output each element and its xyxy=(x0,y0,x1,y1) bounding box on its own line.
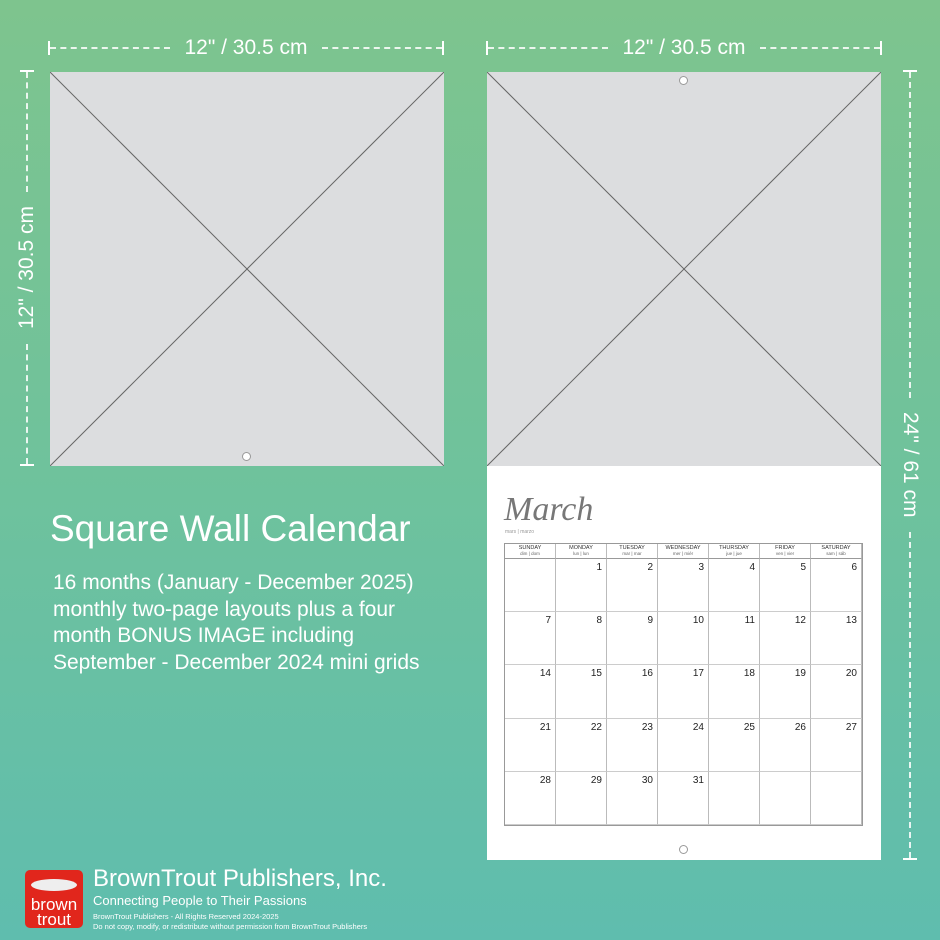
day-name: TUESDAY xyxy=(619,545,645,551)
rights-text: BrownTrout Publishers - All Rights Reser… xyxy=(93,912,279,921)
day-header: SUNDAY dim | dom xyxy=(505,544,556,559)
month-grid: SUNDAY dim | dom MONDAY lun | lun TUESDAY mar… xyxy=(504,543,863,826)
day-cell: 28 xyxy=(505,771,556,825)
day-cell: 6 xyxy=(811,559,862,613)
day-name-translation: jue | jue xyxy=(726,551,742,556)
day-header: SATURDAY sam | sáb xyxy=(811,544,862,559)
product-description: 16 months (January - December 2025) mont… xyxy=(53,570,420,676)
day-name-translation: dim | dom xyxy=(520,551,540,556)
day-name: SATURDAY xyxy=(821,545,851,551)
day-name: THURSDAY xyxy=(719,545,749,551)
width-dimension-left: 12" / 30.5 cm xyxy=(48,36,444,59)
month-subtitle: mars | marzo xyxy=(505,529,535,535)
day-cell: 31 xyxy=(658,771,709,825)
description-line: monthly two-page layouts plus a four xyxy=(53,597,396,621)
cover-image-placeholder xyxy=(50,72,444,466)
width-dimension-right: 12" / 30.5 cm xyxy=(486,36,882,59)
day-cell: 2 xyxy=(607,559,658,613)
description-line: September - December 2024 mini grids xyxy=(53,650,420,674)
day-cell: 3 xyxy=(658,559,709,613)
day-cell: 26 xyxy=(760,718,811,772)
day-header: WEDNESDAY mer | miér xyxy=(658,544,709,559)
trout-icon xyxy=(31,879,77,891)
month-title: March xyxy=(504,491,594,528)
day-cell: 8 xyxy=(556,612,607,666)
day-name-translation: sam | sáb xyxy=(826,551,846,556)
day-cell: 17 xyxy=(658,665,709,719)
day-cell: 4 xyxy=(709,559,760,613)
day-name: FRIDAY xyxy=(775,545,795,551)
day-cell: 9 xyxy=(607,612,658,666)
day-name: SUNDAY xyxy=(518,545,542,551)
day-cell: 24 xyxy=(658,718,709,772)
logo-text: brown xyxy=(30,895,78,914)
hanging-hole xyxy=(242,452,251,461)
day-cell: 10 xyxy=(658,612,709,666)
day-name-translation: mer | miér xyxy=(672,551,694,556)
height-dimension-left: 12" / 30.5 cm xyxy=(15,70,38,466)
description-line: month BONUS IMAGE including xyxy=(53,624,355,647)
day-cell: 20 xyxy=(811,665,862,719)
day-cell: 14 xyxy=(505,665,556,719)
hanging-hole xyxy=(679,845,688,854)
day-cell: 22 xyxy=(556,718,607,772)
day-cell: 21 xyxy=(505,718,556,772)
browntrout-logo: brown trout xyxy=(25,870,83,928)
day-cell xyxy=(709,771,760,825)
day-cell: 29 xyxy=(556,771,607,825)
day-cell: 19 xyxy=(760,665,811,719)
day-cell: 13 xyxy=(811,612,862,666)
day-name: MONDAY xyxy=(569,545,593,551)
day-header: FRIDAY ven | vier xyxy=(760,544,811,559)
day-name-translation: ven | vier xyxy=(775,551,795,556)
day-cell xyxy=(760,771,811,825)
day-cell: 1 xyxy=(556,559,607,613)
day-name: WEDNESDAY xyxy=(665,545,701,551)
copy-notice: Do not copy, modify, or redistribute wit… xyxy=(93,922,368,931)
hanging-hole xyxy=(679,76,688,85)
day-cell: 30 xyxy=(607,771,658,825)
description-line: 16 months (January - December 2025) xyxy=(53,571,414,594)
day-cell: 18 xyxy=(709,665,760,719)
day-header: TUESDAY mar | mar xyxy=(607,544,658,559)
product-title: Square Wall Calendar xyxy=(50,508,411,549)
day-cell: 12 xyxy=(760,612,811,666)
day-cell: 25 xyxy=(709,718,760,772)
day-cell: 11 xyxy=(709,612,760,666)
day-cell xyxy=(811,771,862,825)
day-cell: 23 xyxy=(607,718,658,772)
day-cell: 15 xyxy=(556,665,607,719)
company-tagline: Connecting People to Their Passions xyxy=(93,893,307,908)
day-cell: 5 xyxy=(760,559,811,613)
day-cell: 7 xyxy=(505,612,556,666)
day-cell xyxy=(505,559,556,613)
logo-text: trout xyxy=(36,910,72,929)
calendar-grid-page: March mars | marzo SUNDAY dim | dom MONDAY… xyxy=(487,466,881,860)
day-name-translation: mar | mar xyxy=(622,551,642,556)
company-name: BrownTrout Publishers, Inc. xyxy=(93,865,387,892)
day-cell: 27 xyxy=(811,718,862,772)
day-header: MONDAY lun | lun xyxy=(556,544,607,559)
day-cell: 16 xyxy=(607,665,658,719)
height-dimension-right: 24" / 61 cm xyxy=(899,70,922,861)
month-image-placeholder xyxy=(487,72,881,466)
day-name-translation: lun | lun xyxy=(573,551,589,556)
day-header: THURSDAY jue | jue xyxy=(709,544,760,559)
